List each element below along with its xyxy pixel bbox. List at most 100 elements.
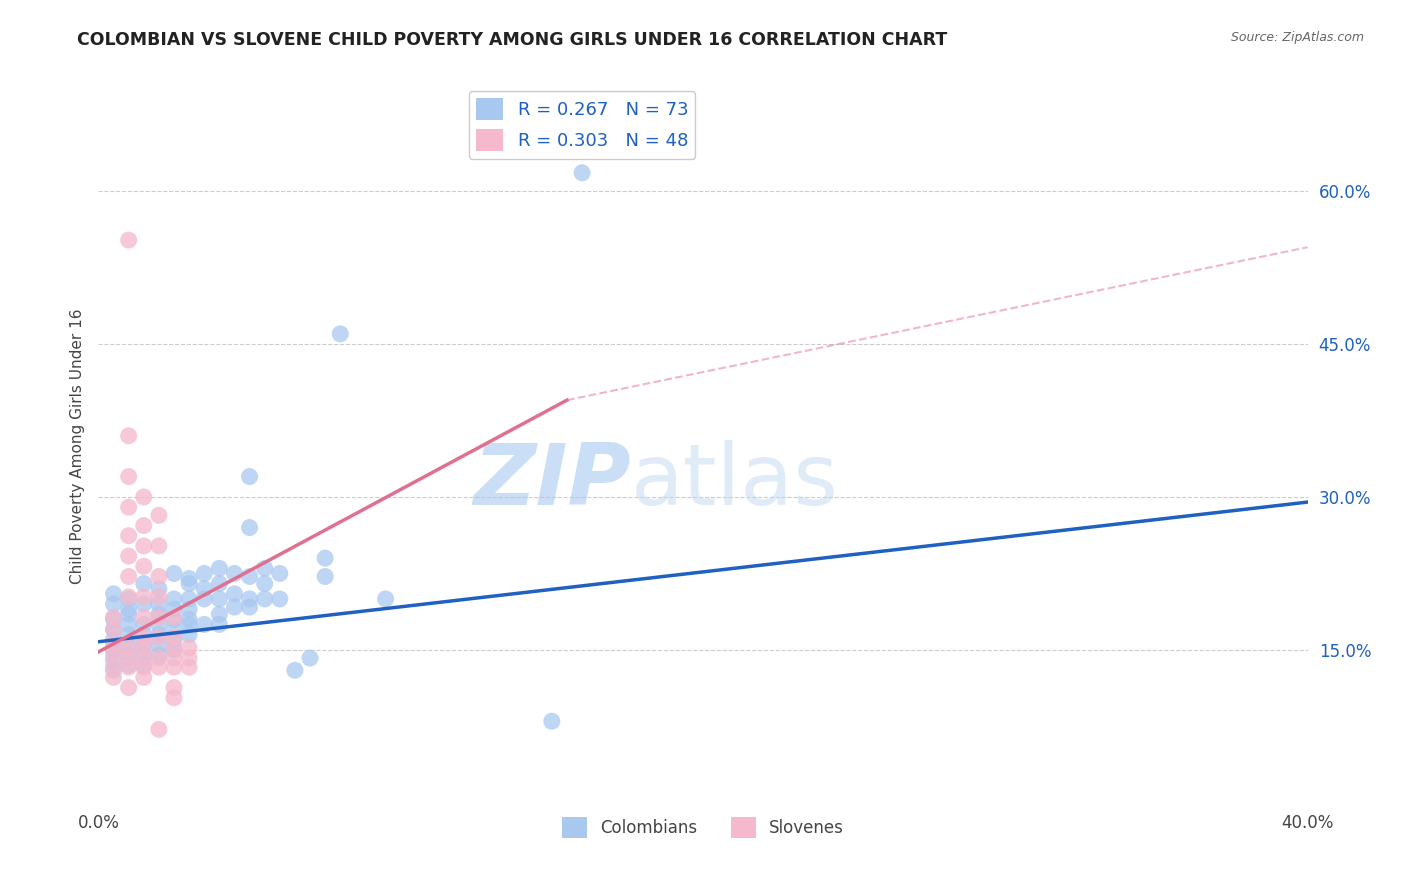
Point — [132, 590, 155, 604]
Point — [118, 590, 141, 604]
Point — [118, 469, 141, 483]
Point — [118, 648, 141, 662]
Point — [193, 617, 215, 632]
Point — [148, 508, 170, 523]
Point — [224, 566, 246, 581]
Point — [208, 561, 231, 575]
Point — [179, 627, 201, 641]
Point — [103, 663, 125, 677]
Point — [179, 576, 201, 591]
Point — [118, 681, 141, 695]
Point — [132, 617, 155, 632]
Point — [103, 660, 125, 674]
Point — [193, 591, 215, 606]
Text: ZIP: ZIP — [472, 440, 630, 524]
Point — [163, 591, 186, 606]
Point — [132, 518, 155, 533]
Point — [163, 623, 186, 637]
Point — [253, 576, 276, 591]
Point — [132, 670, 155, 684]
Point — [132, 638, 155, 652]
Point — [179, 617, 201, 632]
Point — [193, 582, 215, 596]
Point — [224, 600, 246, 615]
Point — [314, 551, 336, 566]
Point — [103, 597, 125, 611]
Point — [148, 569, 170, 583]
Point — [329, 326, 352, 341]
Point — [163, 610, 186, 624]
Point — [148, 582, 170, 596]
Point — [103, 632, 125, 647]
Legend: Colombians, Slovenes: Colombians, Slovenes — [555, 811, 851, 845]
Point — [118, 651, 141, 665]
Point — [148, 617, 170, 632]
Point — [118, 569, 141, 583]
Point — [103, 638, 125, 652]
Text: atlas: atlas — [630, 440, 838, 524]
Point — [163, 602, 186, 616]
Point — [269, 591, 291, 606]
Point — [148, 648, 170, 662]
Point — [540, 714, 562, 729]
Point — [193, 566, 215, 581]
Point — [132, 631, 155, 645]
Point — [118, 429, 141, 443]
Point — [148, 723, 170, 737]
Point — [148, 607, 170, 622]
Point — [179, 612, 201, 626]
Point — [239, 569, 262, 583]
Point — [118, 233, 141, 247]
Point — [148, 627, 170, 641]
Point — [253, 561, 276, 575]
Point — [208, 576, 231, 591]
Point — [148, 651, 170, 665]
Point — [103, 648, 125, 662]
Point — [103, 587, 125, 601]
Point — [269, 566, 291, 581]
Point — [179, 591, 201, 606]
Point — [208, 607, 231, 622]
Point — [179, 640, 201, 655]
Point — [148, 631, 170, 645]
Point — [163, 631, 186, 645]
Point — [118, 640, 141, 655]
Point — [132, 627, 155, 641]
Point — [239, 469, 262, 483]
Point — [179, 660, 201, 674]
Point — [239, 520, 262, 534]
Point — [103, 623, 125, 637]
Point — [132, 539, 155, 553]
Point — [132, 658, 155, 673]
Point — [103, 643, 125, 657]
Point — [118, 660, 141, 674]
Point — [103, 623, 125, 637]
Point — [132, 648, 155, 662]
Point — [103, 670, 125, 684]
Point — [103, 653, 125, 667]
Point — [239, 600, 262, 615]
Point — [118, 529, 141, 543]
Point — [132, 559, 155, 574]
Point — [132, 490, 155, 504]
Point — [132, 660, 155, 674]
Point — [148, 610, 170, 624]
Point — [163, 681, 186, 695]
Point — [163, 643, 186, 657]
Point — [163, 690, 186, 705]
Point — [208, 591, 231, 606]
Point — [132, 610, 155, 624]
Point — [118, 638, 141, 652]
Point — [179, 651, 201, 665]
Point — [163, 632, 186, 647]
Point — [163, 612, 186, 626]
Point — [118, 500, 141, 515]
Point — [253, 591, 276, 606]
Point — [118, 549, 141, 563]
Point — [118, 591, 141, 606]
Y-axis label: Child Poverty Among Girls Under 16: Child Poverty Among Girls Under 16 — [69, 309, 84, 583]
Point — [148, 660, 170, 674]
Point — [179, 572, 201, 586]
Point — [118, 617, 141, 632]
Point — [132, 576, 155, 591]
